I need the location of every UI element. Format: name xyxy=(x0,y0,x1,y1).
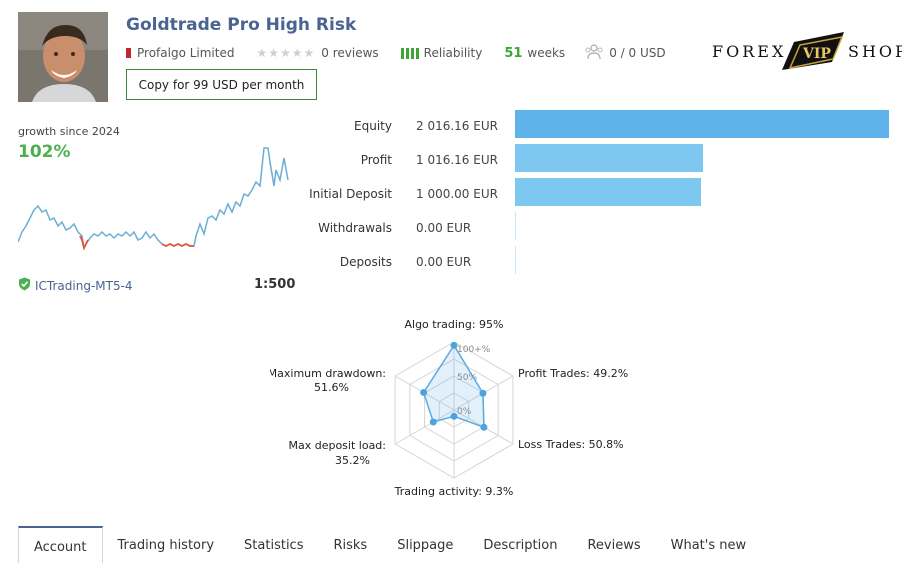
radar-points xyxy=(420,341,488,431)
stat-value: 0.00 EUR xyxy=(416,255,472,269)
stat-bar xyxy=(515,246,516,274)
server-info: ICTrading-MT5-4 xyxy=(18,277,133,294)
logo-right-text: SHOP xyxy=(848,42,902,61)
tab-whats-new[interactable]: What's new xyxy=(670,538,747,553)
radar-scale-label: 0% xyxy=(457,407,472,417)
stat-value: 1 000.00 EUR xyxy=(416,187,498,201)
radar-point xyxy=(420,388,428,396)
reliability-icon xyxy=(400,47,419,59)
stat-label: Withdrawals xyxy=(318,221,392,235)
radar-point xyxy=(450,412,458,420)
stat-value: 1 016.16 EUR xyxy=(416,153,498,167)
radar-point xyxy=(429,418,437,426)
logo-badge-text: VIP xyxy=(802,46,831,62)
stat-row-withdrawals: Withdrawals 0.00 EUR xyxy=(300,212,900,240)
stat-label: Initial Deposit xyxy=(309,187,392,201)
reviews-link[interactable]: 0 reviews xyxy=(321,46,379,60)
flag-icon xyxy=(126,48,131,58)
stat-bar xyxy=(515,178,701,206)
stat-label: Equity xyxy=(354,119,392,133)
stat-bar xyxy=(515,144,704,172)
rating-stars-icon: ★★★★★ xyxy=(256,46,316,60)
stat-value: 2 016.16 EUR xyxy=(416,119,498,133)
page-title: Goldtrade Pro High Risk xyxy=(126,15,357,35)
logo-left-text: FOREX xyxy=(712,42,786,61)
leverage-value: 1:500 xyxy=(254,277,296,292)
tab-account[interactable]: Account xyxy=(18,526,103,563)
growth-chart xyxy=(17,140,290,260)
stat-value: 0.00 EUR xyxy=(416,221,472,235)
radar-value-maximum-drawdown: 51.6% xyxy=(314,381,349,394)
radar-label-algo-trading: Algo trading: 95% xyxy=(404,318,503,331)
radar-point xyxy=(480,423,488,431)
reliability-label: Reliability xyxy=(423,46,483,60)
growth-line xyxy=(17,147,289,251)
stat-row-equity: Equity 2 016.16 EUR xyxy=(300,110,900,138)
risk-radar-chart: 100+% 50% 0% Algo trading: 95% Profit Tr… xyxy=(268,310,640,505)
radar-point xyxy=(450,341,458,349)
radar-label-max-deposit-load: Max deposit load: xyxy=(288,439,386,452)
tab-trading-history[interactable]: Trading history xyxy=(117,538,215,553)
tab-description[interactable]: Description xyxy=(483,538,558,553)
server-name[interactable]: ICTrading-MT5-4 xyxy=(35,278,133,293)
copy-button[interactable]: Copy for 99 USD per month xyxy=(126,69,317,100)
avatar xyxy=(18,12,108,102)
weeks-value: 51 xyxy=(504,45,523,61)
tab-reviews[interactable]: Reviews xyxy=(587,538,641,553)
tab-statistics[interactable]: Statistics xyxy=(244,538,304,553)
stat-row-deposits: Deposits 0.00 EUR xyxy=(300,246,900,274)
radar-point xyxy=(479,389,487,397)
verified-shield-icon xyxy=(18,277,31,294)
stat-row-initial-deposit: Initial Deposit 1 000.00 EUR xyxy=(300,178,900,206)
drawdown-line-2 xyxy=(161,242,194,248)
stat-label: Profit xyxy=(360,153,392,167)
radar-scale-label: 50% xyxy=(457,373,477,383)
radar-value-max-deposit-load: 35.2% xyxy=(335,454,370,467)
subscribers-icon xyxy=(585,43,603,63)
meta-row: Profalgo Limited ★★★★★ 0 reviews Reliabi… xyxy=(126,43,666,63)
radar-label-maximum-drawdown: Maximum drawdown: xyxy=(270,367,386,380)
tab-bar: Account Trading history Statistics Risks… xyxy=(18,526,761,563)
weeks-label: weeks xyxy=(527,46,566,60)
stat-row-profit: Profit 1 016.16 EUR xyxy=(300,144,900,172)
stat-bar xyxy=(515,110,889,138)
radar-label-trading-activity: Trading activity: 9.3% xyxy=(394,485,514,498)
tab-risks[interactable]: Risks xyxy=(333,538,368,553)
drawdown-line-1 xyxy=(79,235,89,251)
tab-slippage[interactable]: Slippage xyxy=(397,538,454,553)
provider-link[interactable]: Profalgo Limited xyxy=(137,46,235,60)
stat-bar xyxy=(515,212,516,240)
subscribers-value: 0 / 0 USD xyxy=(609,46,666,60)
forex-vip-shop-logo: FOREX VIP SHOP xyxy=(712,28,906,74)
growth-value: 102% xyxy=(18,142,71,162)
growth-label: growth since 2024 xyxy=(18,125,120,138)
radar-axis-line xyxy=(394,409,455,445)
radar-scale-label: 100+% xyxy=(457,345,491,355)
radar-label-loss-trades: Loss Trades: 50.8% xyxy=(518,438,624,451)
stat-label: Deposits xyxy=(339,255,392,269)
radar-label-profit-trades: Profit Trades: 49.2% xyxy=(518,367,628,380)
